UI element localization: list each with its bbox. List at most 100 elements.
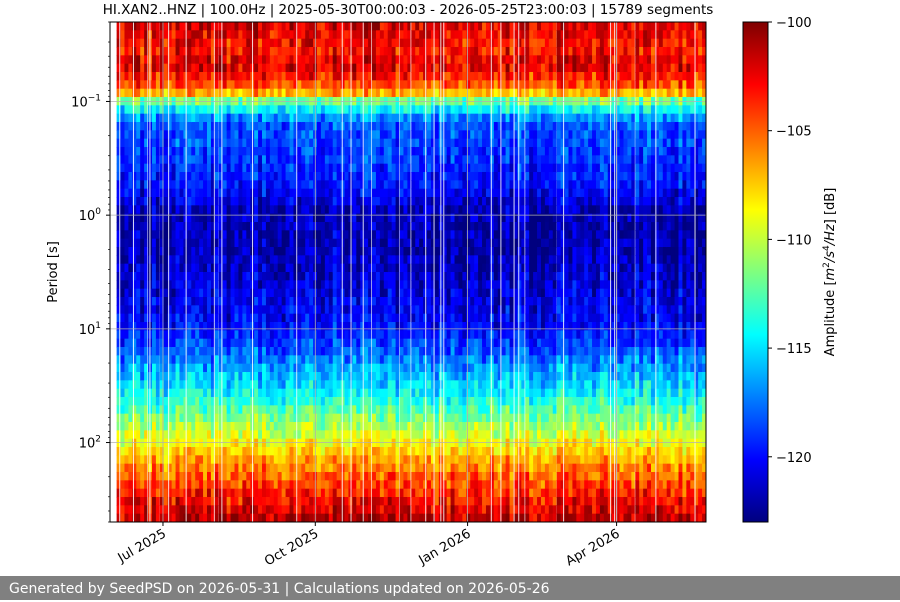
spectrogram-cell [360, 105, 365, 115]
spectrogram-cell [242, 180, 247, 190]
spectrogram-cell [238, 255, 243, 265]
spectrogram-cell [116, 47, 122, 56]
spectrogram-cell [269, 397, 275, 406]
spectrogram-cell [391, 22, 397, 31]
spectrogram-cell [191, 397, 196, 406]
spectrogram-cell [430, 247, 436, 256]
spectrogram-cell [399, 238, 405, 248]
spectrogram-cell [360, 372, 365, 381]
spectrogram-cell [309, 397, 314, 406]
spectrogram-cell [368, 255, 373, 265]
spectrogram-column [258, 22, 263, 522]
spectrogram-cell [136, 72, 141, 81]
spectrogram-cell [364, 55, 369, 65]
spectrogram-cell [246, 372, 251, 381]
spectrogram-cell [246, 480, 251, 490]
spectrogram-cell [403, 163, 408, 173]
spectrogram-cell [399, 363, 405, 373]
spectrogram-cell [234, 80, 240, 90]
spectrogram-cell [179, 163, 185, 173]
spectrogram-cell [136, 80, 141, 90]
spectrogram-cell [289, 55, 295, 65]
spectrogram-cell [387, 272, 393, 281]
spectrogram-cell [344, 513, 350, 522]
spectrogram-cell [163, 263, 169, 273]
spectrogram-cell [305, 55, 310, 65]
spectrogram-cell [419, 130, 424, 140]
spectrogram-cell [199, 105, 204, 115]
spectrogram-cell [230, 338, 236, 348]
spectrogram-column [206, 22, 212, 522]
spectrogram-cell [206, 305, 212, 315]
spectrogram-cell [281, 88, 287, 98]
spectrogram-cell [364, 155, 369, 165]
spectrogram-cell [116, 397, 122, 406]
spectrogram-cell [269, 338, 275, 348]
spectrogram-cell [289, 122, 295, 131]
spectrogram-cell [222, 180, 228, 190]
spectrogram-cell [340, 72, 346, 81]
spectrogram-column [265, 22, 271, 522]
spectrogram-cell [419, 313, 424, 323]
spectrogram-cell [324, 222, 330, 231]
spectrogram-cell [222, 130, 228, 140]
spectrogram-cell [171, 105, 177, 115]
spectrogram-cell [206, 72, 212, 81]
spectrogram-cell [179, 47, 185, 56]
spectrogram-cell [214, 80, 220, 90]
spectrogram-cell [372, 447, 377, 456]
spectrogram-cell [222, 63, 228, 73]
spectrogram-cell [136, 322, 141, 331]
spectrogram-cell [375, 313, 381, 323]
spectrogram-cell [246, 513, 251, 522]
spectrogram-cell [372, 305, 377, 315]
spectrogram-cell [226, 105, 232, 115]
spectrogram-cell [262, 347, 267, 356]
spectrogram-cell [136, 447, 141, 456]
spectrogram-cell [246, 172, 251, 181]
spectrogram-cell [387, 397, 393, 406]
spectrogram-cell [265, 47, 271, 56]
spectrogram-cell [230, 413, 236, 423]
spectrogram-cell [305, 480, 310, 490]
spectrogram-cell [379, 138, 385, 148]
spectrogram-cell [305, 63, 310, 73]
spectrogram-cell [230, 147, 236, 156]
spectrogram-cell [262, 463, 267, 473]
spectrogram-cell [411, 172, 416, 181]
spectrogram-cell [187, 113, 192, 123]
spectrogram-cell [203, 355, 208, 365]
spectrogram-cell [360, 22, 365, 31]
spectrogram-cell [430, 455, 436, 465]
spectrogram-cell [136, 505, 141, 515]
spectrogram-cell [430, 497, 436, 506]
spectrogram-cell [434, 263, 440, 273]
spectrogram-cell [301, 372, 306, 381]
spectrogram-cell [187, 122, 192, 131]
spectrogram-cell [132, 463, 137, 473]
spectrogram-cell [375, 30, 381, 40]
spectrogram-cell [167, 405, 173, 415]
spectrogram-cell [242, 338, 247, 348]
spectrogram-cell [281, 297, 287, 306]
spectrogram-cell [179, 113, 185, 123]
spectrogram-cell [403, 55, 408, 65]
spectrogram-cell [415, 63, 420, 73]
spectrogram-cell [254, 513, 259, 522]
spectrogram-cell [179, 472, 185, 481]
spectrogram-cell [159, 338, 165, 348]
spectrogram-cell [427, 188, 432, 198]
spectrogram-cell [246, 238, 251, 248]
spectrogram-cell [124, 113, 130, 123]
spectrogram-cell [144, 138, 149, 148]
spectrogram-cell [269, 305, 275, 315]
spectrogram-cell [277, 505, 283, 515]
spectrogram-cell [372, 80, 377, 90]
spectrogram-cell [320, 388, 326, 398]
spectrogram-cell [340, 263, 346, 273]
spectrogram-cell [277, 155, 283, 165]
spectrogram-cell [309, 513, 314, 522]
spectrogram-cell [191, 422, 196, 431]
spectrogram-cell [399, 22, 405, 31]
spectrogram-cell [116, 363, 122, 373]
